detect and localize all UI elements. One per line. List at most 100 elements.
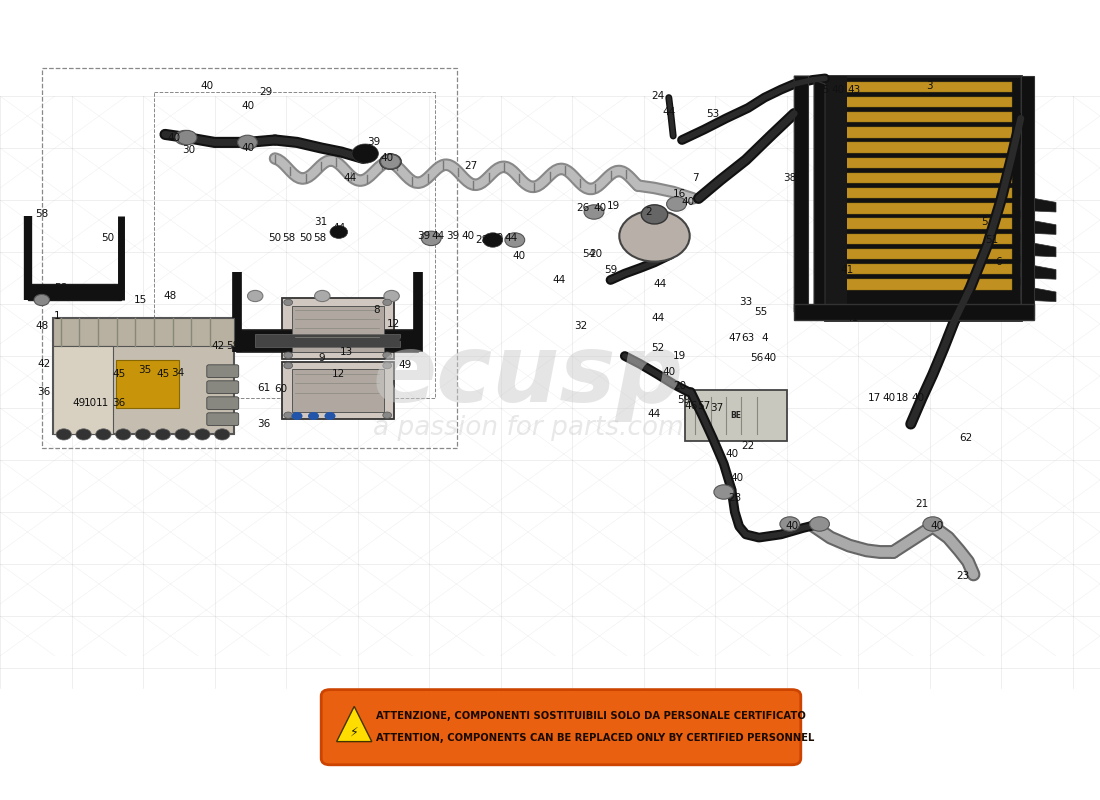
- Circle shape: [248, 290, 263, 302]
- Text: 40: 40: [200, 82, 213, 91]
- Text: 34: 34: [172, 368, 185, 378]
- Text: 44: 44: [332, 223, 345, 233]
- Text: 54: 54: [582, 250, 595, 259]
- Text: 19: 19: [607, 202, 620, 211]
- FancyBboxPatch shape: [834, 112, 1012, 122]
- FancyBboxPatch shape: [834, 127, 1012, 138]
- Polygon shape: [1021, 263, 1056, 279]
- Text: 11: 11: [96, 398, 109, 408]
- Text: ATTENTION, COMPONENTS CAN BE REPLACED ONLY BY CERTIFIED PERSONNEL: ATTENTION, COMPONENTS CAN BE REPLACED ON…: [376, 734, 815, 743]
- Text: 39: 39: [447, 231, 460, 241]
- Text: 40: 40: [725, 450, 738, 459]
- Text: 44: 44: [552, 275, 565, 285]
- Circle shape: [56, 429, 72, 440]
- FancyBboxPatch shape: [28, 284, 121, 300]
- Circle shape: [483, 233, 503, 247]
- Text: 39: 39: [417, 231, 430, 241]
- Text: 16: 16: [673, 189, 686, 198]
- Text: 44: 44: [653, 279, 667, 289]
- Text: 49: 49: [398, 335, 411, 345]
- Text: 39: 39: [367, 138, 381, 147]
- Text: ⚡: ⚡: [350, 726, 359, 738]
- Circle shape: [810, 517, 829, 531]
- Text: 49: 49: [398, 360, 411, 370]
- Circle shape: [34, 294, 50, 306]
- Text: 20: 20: [590, 250, 603, 259]
- Text: 47: 47: [728, 333, 741, 342]
- FancyBboxPatch shape: [236, 330, 418, 352]
- Text: 14: 14: [35, 285, 48, 294]
- Text: 36: 36: [37, 387, 51, 397]
- Text: 58: 58: [35, 210, 48, 219]
- Text: 31: 31: [315, 218, 328, 227]
- Circle shape: [923, 517, 943, 531]
- Text: 44: 44: [648, 410, 661, 419]
- Text: 40: 40: [167, 133, 180, 142]
- Text: 32: 32: [574, 322, 587, 331]
- Text: 40: 40: [912, 394, 925, 403]
- Text: 1: 1: [54, 311, 60, 321]
- Polygon shape: [1021, 76, 1034, 316]
- Text: 57: 57: [697, 402, 711, 411]
- Text: 58: 58: [54, 283, 67, 293]
- Text: 55: 55: [755, 307, 768, 317]
- Text: 40: 40: [491, 234, 504, 243]
- Text: 26: 26: [576, 203, 590, 213]
- Text: 42: 42: [37, 359, 51, 369]
- Text: 50: 50: [268, 234, 282, 243]
- FancyBboxPatch shape: [282, 298, 394, 359]
- Text: 23: 23: [956, 571, 969, 581]
- FancyBboxPatch shape: [834, 234, 1012, 244]
- Text: 44: 44: [505, 234, 518, 243]
- Text: 18: 18: [895, 394, 909, 403]
- Text: 56: 56: [750, 354, 763, 363]
- Text: 40: 40: [832, 85, 845, 94]
- Text: ecusp: ecusp: [373, 330, 683, 422]
- Text: 2: 2: [646, 207, 652, 217]
- FancyBboxPatch shape: [834, 82, 1012, 92]
- Circle shape: [315, 290, 330, 302]
- Text: 23: 23: [728, 493, 741, 502]
- Circle shape: [195, 429, 210, 440]
- FancyBboxPatch shape: [834, 279, 1012, 290]
- Text: 8: 8: [373, 306, 380, 315]
- Circle shape: [284, 299, 293, 306]
- Circle shape: [379, 154, 401, 170]
- Text: 43: 43: [847, 85, 860, 94]
- Circle shape: [175, 130, 195, 145]
- Polygon shape: [1021, 218, 1056, 234]
- Text: 37: 37: [711, 403, 724, 413]
- FancyBboxPatch shape: [207, 397, 239, 410]
- FancyBboxPatch shape: [207, 365, 239, 378]
- Text: 40: 40: [681, 197, 694, 206]
- Circle shape: [284, 362, 293, 369]
- Text: BE: BE: [730, 410, 741, 420]
- Text: 48: 48: [35, 322, 48, 331]
- Text: 20: 20: [673, 381, 686, 390]
- Text: 52: 52: [651, 343, 664, 353]
- Text: 9: 9: [318, 354, 324, 363]
- Circle shape: [135, 429, 151, 440]
- Text: 40: 40: [241, 101, 254, 110]
- Circle shape: [714, 485, 734, 499]
- FancyBboxPatch shape: [834, 264, 1012, 274]
- Text: 58: 58: [283, 234, 296, 243]
- Circle shape: [352, 144, 378, 163]
- Circle shape: [284, 412, 293, 418]
- Text: 19: 19: [673, 351, 686, 361]
- Circle shape: [584, 205, 604, 219]
- Polygon shape: [337, 706, 372, 742]
- Text: 35: 35: [139, 365, 152, 374]
- Text: 40: 40: [513, 251, 526, 261]
- Circle shape: [284, 352, 293, 358]
- Circle shape: [175, 429, 190, 440]
- Text: 40: 40: [461, 231, 474, 241]
- Circle shape: [381, 154, 400, 169]
- Text: 15: 15: [134, 295, 147, 305]
- FancyBboxPatch shape: [116, 360, 179, 408]
- Text: 45: 45: [112, 370, 125, 379]
- Text: 60: 60: [274, 384, 287, 394]
- FancyBboxPatch shape: [292, 306, 384, 352]
- Text: 13: 13: [340, 347, 353, 357]
- Circle shape: [214, 429, 230, 440]
